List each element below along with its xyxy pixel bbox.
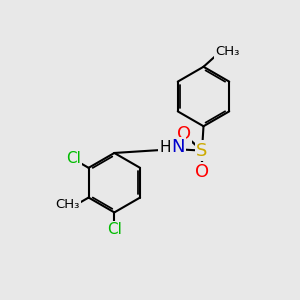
Text: Cl: Cl [66, 151, 81, 166]
Text: N: N [172, 138, 185, 156]
Text: O: O [176, 125, 190, 143]
Text: H: H [159, 140, 171, 155]
Text: CH₃: CH₃ [215, 45, 239, 58]
Text: CH₃: CH₃ [56, 198, 80, 211]
Text: S: S [196, 142, 208, 160]
Text: Cl: Cl [107, 222, 122, 237]
Text: O: O [195, 163, 209, 181]
